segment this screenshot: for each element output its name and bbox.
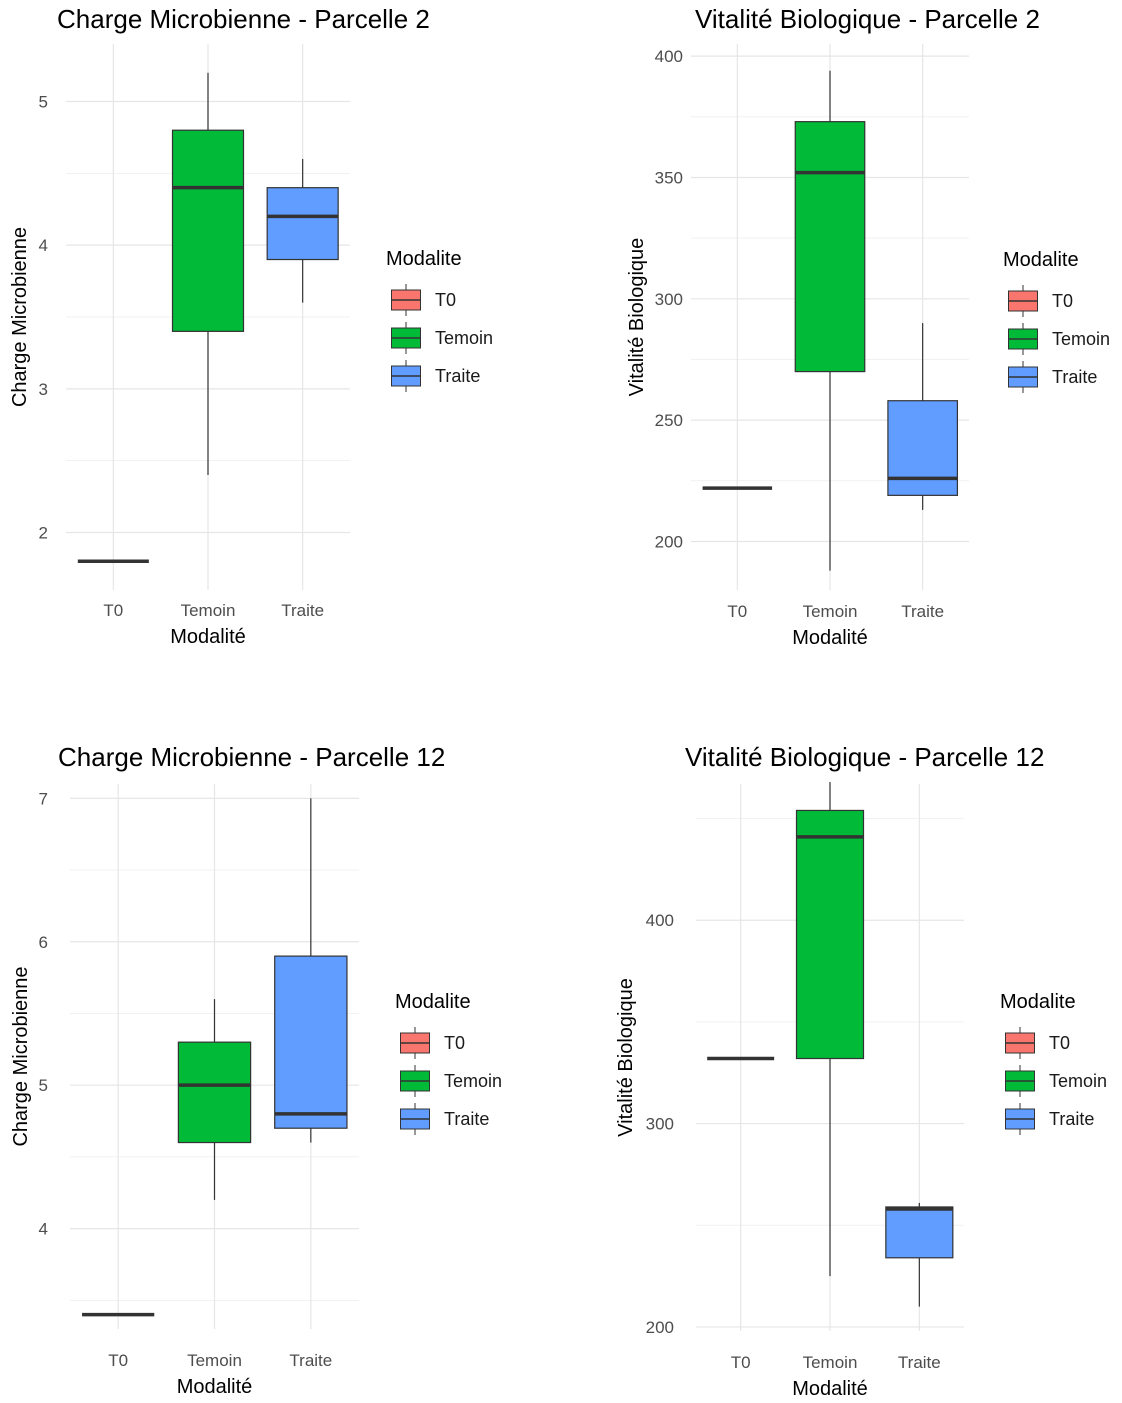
legend-title: Modalite [1000,991,1076,1013]
y-tick-label: 300 [646,1115,674,1134]
box-rect [177,1041,252,1144]
x-tick-label: Temoin [181,601,236,620]
legend-label: Traite [435,366,480,386]
chart-title: Charge Microbienne - Parcelle 2 [57,4,430,34]
plot-svg: 4 5 6 7 T0 Temoin Traite Modalité Charge Microbi… [10,784,502,1398]
x-tick-label: Temoin [803,1353,858,1372]
x-tick-label: T0 [103,601,123,620]
y-tick-label: 4 [39,1220,48,1239]
x-tick-label: Temoin [187,1351,242,1370]
x-tick-label: Traite [898,1353,941,1372]
y-tick-label: 350 [655,168,683,187]
legend-key [1008,361,1038,393]
legend-key [400,1065,430,1097]
y-axis-title: Vitalité Biologique [615,978,637,1137]
legend-key [1008,323,1038,355]
box-traite [266,158,339,303]
legend-label: Temoin [1049,1071,1107,1091]
x-tick-label: T0 [731,1353,751,1372]
chart-title: Charge Microbienne - Parcelle 12 [58,742,446,772]
plot-svg: 200 250 300 350 400 T0 Temoin Traite Modalité Vit… [626,44,1110,649]
y-axis-title: Charge Microbienne [10,966,32,1146]
chart-vitalite-biologique-parcelle-2: Vitalité Biologique - Parcelle 2 200 250 3… [561,0,1122,701]
y-axis-title: Vitalité Biologique [626,238,648,397]
y-tick-label: 2 [39,524,48,543]
y-tick-label: 200 [646,1318,674,1337]
chart-vitalite-biologique-parcelle-12: Vitalité Biologique - Parcelle 12 200 300… [561,701,1122,1402]
legend-key [400,1027,430,1059]
legend-title: Modalite [1003,249,1079,271]
legend-key [1005,1027,1035,1059]
x-tick-label: Traite [901,602,944,621]
box-rect [887,400,959,496]
legend-key [400,1103,430,1135]
legend-title: Modalite [395,991,471,1013]
legend-key [391,360,421,392]
x-axis-title: Modalité [177,1376,253,1398]
box-traite [274,798,348,1143]
x-tick-label: Traite [289,1351,332,1370]
legend-label: Temoin [435,328,493,348]
x-tick-label: Traite [281,601,324,620]
x-tick-label: Temoin [803,602,858,621]
legend-label: T0 [1052,291,1073,311]
y-tick-label: 6 [39,933,48,952]
legend-label: Temoin [444,1071,502,1091]
box-temoin [794,70,866,571]
box-traite [885,1202,954,1307]
legend-label: T0 [444,1033,465,1053]
box-rect [274,955,348,1129]
y-tick-label: 200 [655,532,683,551]
x-axis-title: Modalité [792,627,868,649]
x-tick-label: T0 [727,602,747,621]
legend-key [1005,1103,1035,1135]
box-rect [171,129,245,332]
legend-label: Traite [444,1109,489,1129]
box-rect [266,187,339,261]
y-tick-label: 7 [39,789,48,808]
y-tick-label: 300 [655,290,683,309]
chart-title: Vitalité Biologique - Parcelle 12 [685,742,1045,772]
legend-key [391,284,421,316]
box-traite [887,323,959,510]
box-temoin [177,999,252,1200]
legend-label: Temoin [1052,329,1110,349]
box-rect [795,809,865,1060]
plot-svg: 200 300 400 T0 Temoin Traite Modalité Vitalité … [615,781,1107,1400]
legend: Modalite T0 Temoin Traite [386,248,493,392]
plot-svg: 2 3 4 5 T0 Temoin Traite Modalité Charge Microbi… [9,44,493,648]
y-tick-label: 4 [39,236,48,255]
y-tick-label: 400 [655,47,683,66]
legend-label: T0 [1049,1033,1070,1053]
box-temoin [795,781,865,1277]
y-tick-label: 3 [39,380,48,399]
x-axis-title: Modalité [170,626,246,648]
x-axis-title: Modalité [792,1378,868,1400]
legend: Modalite T0 Temoin Traite [395,991,502,1135]
legend-title: Modalite [386,248,462,270]
legend: Modalite T0 Temoin Traite [1000,991,1107,1135]
chart-title: Vitalité Biologique - Parcelle 2 [695,4,1040,34]
legend-label: Traite [1049,1109,1094,1129]
y-tick-label: 250 [655,411,683,430]
chart-charge-microbienne-parcelle-2: Charge Microbienne - Parcelle 2 2 3 4 5 T0 Te… [0,0,561,701]
y-axis-title: Charge Microbienne [9,227,31,407]
chart-charge-microbienne-parcelle-12: Charge Microbienne - Parcelle 12 4 5 6 7 T0 T… [0,701,561,1402]
y-tick-label: 5 [39,1076,48,1095]
legend-key [391,322,421,354]
legend-key [1005,1065,1035,1097]
box-rect [794,121,866,373]
legend: Modalite T0 Temoin Traite [1003,249,1110,393]
box-temoin [171,72,245,476]
y-tick-label: 5 [39,92,48,111]
legend-key [1008,285,1038,317]
y-tick-label: 400 [646,911,674,930]
x-tick-label: T0 [108,1351,128,1370]
box-rect [885,1206,954,1259]
legend-label: Traite [1052,367,1097,387]
legend-label: T0 [435,290,456,310]
